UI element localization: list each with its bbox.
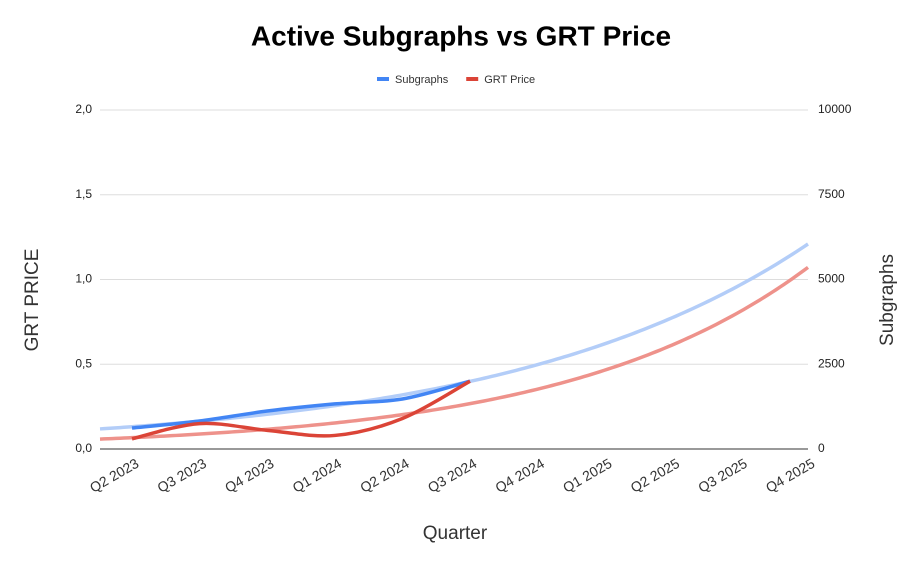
x-tick-label: Q4 2024 <box>492 455 547 496</box>
x-tick-label: Q3 2024 <box>425 455 480 496</box>
y-tick-label: 1,5 <box>75 187 92 201</box>
legend-label: GRT Price <box>484 74 535 86</box>
chart-title: Active Subgraphs vs GRT Price <box>251 20 671 51</box>
series-line <box>131 379 471 441</box>
y2-tick-label: 10000 <box>818 102 852 116</box>
x-axis-title: Quarter <box>423 523 488 544</box>
trendline <box>99 242 809 431</box>
trendline <box>99 265 810 441</box>
x-tick-label: Q3 2025 <box>695 455 750 496</box>
x-tick-label: Q4 2025 <box>763 455 818 496</box>
y-tick-label: 1,0 <box>75 272 92 286</box>
y2-tick-label: 2500 <box>818 356 845 370</box>
x-tick-label: Q3 2023 <box>154 455 209 496</box>
y2-tick-label: 5000 <box>818 272 845 286</box>
x-tick-label: Q2 2024 <box>357 455 412 496</box>
x-tick-label: Q1 2024 <box>290 455 345 496</box>
y2-axis-title: Subgraphs <box>877 254 898 346</box>
x-tick-label: Q2 2025 <box>628 455 683 496</box>
y2-tick-label: 7500 <box>818 187 845 201</box>
legend-label: Subgraphs <box>395 74 449 86</box>
series-line <box>131 379 471 430</box>
y-axis-title: GRT PRICE <box>22 249 43 352</box>
y-tick-label: 0,5 <box>75 356 92 370</box>
x-tick-label: Q1 2025 <box>560 455 615 496</box>
y2-tick-label: 0 <box>818 441 825 455</box>
y-tick-label: 0,0 <box>75 441 92 455</box>
x-tick-label: Q4 2023 <box>222 455 277 496</box>
x-tick-label: Q2 2023 <box>87 455 142 496</box>
y-tick-label: 2,0 <box>75 102 92 116</box>
